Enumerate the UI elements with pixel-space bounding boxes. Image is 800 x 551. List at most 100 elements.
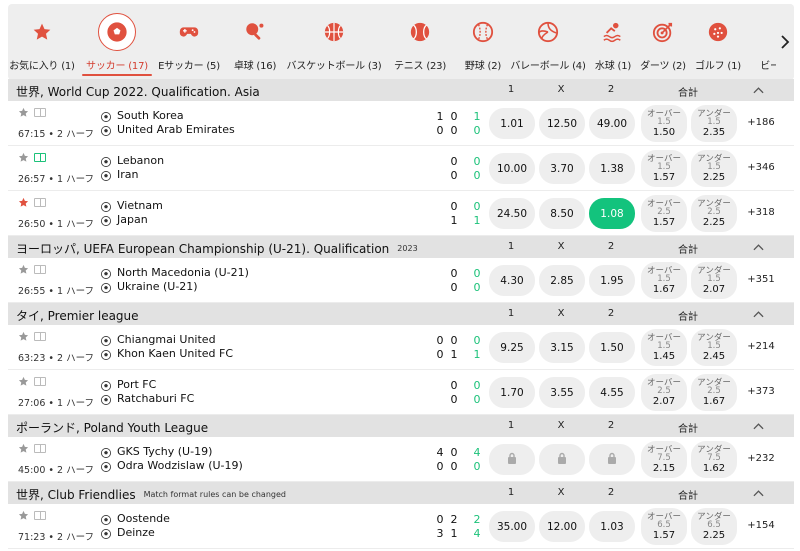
odd-draw-button[interactable]: 2.85 xyxy=(539,265,585,296)
away-team[interactable]: Iran xyxy=(117,168,139,181)
odd-away-button[interactable]: 1.50 xyxy=(589,332,635,363)
over-button[interactable]: オーバー 1.5 1.50 xyxy=(641,105,687,142)
field-icon[interactable] xyxy=(34,444,46,453)
match-row[interactable]: 26:50 • 1 ハーフ Vietnam Japan 0 0 1 1 24.50 8.50 1.… xyxy=(8,191,794,236)
odd-away-button[interactable]: 1.08 xyxy=(589,198,635,229)
match-row[interactable]: 63:23 • 2 ハーフ Chiangmai United Khon Kaen U… xyxy=(8,325,794,370)
more-markets-button[interactable]: +214 xyxy=(747,341,775,352)
sport-tab-gamepad[interactable]: Eサッカー (5) xyxy=(155,4,223,80)
favorite-star-icon[interactable] xyxy=(18,152,29,163)
over-button[interactable]: オーバー 2.5 2.07 xyxy=(641,374,687,411)
sport-tab-tennis-ball[interactable]: テニス (23) xyxy=(383,4,457,80)
sport-tab-more[interactable]: ビー xyxy=(750,4,790,80)
home-team[interactable]: GKS Tychy (U-19) xyxy=(117,445,213,458)
away-team[interactable]: United Arab Emirates xyxy=(117,123,235,136)
field-icon[interactable] xyxy=(34,153,46,162)
match-row[interactable]: 71:23 • 2 ハーフ Oostende Deinze 0 2 2 3 1 4 35.00 12… xyxy=(8,504,794,549)
match-row[interactable]: 26:57 • 1 ハーフ Lebanon Iran 0 0 0 0 10.00 3.70 1.3… xyxy=(8,146,794,191)
field-icon[interactable] xyxy=(34,108,46,117)
under-button[interactable]: アンダー 7.5 1.62 xyxy=(691,441,737,478)
odd-draw-button[interactable]: 8.50 xyxy=(539,198,585,229)
under-button[interactable]: アンダー 2.5 1.67 xyxy=(691,374,737,411)
odd-draw-button[interactable]: 12.00 xyxy=(539,511,585,542)
over-button[interactable]: オーバー 1.5 1.57 xyxy=(641,150,687,187)
league-name[interactable]: ヨーロッパ, UEFA European Championship (U-21)… xyxy=(16,242,418,256)
sport-tab-star[interactable]: お気に入り (1) xyxy=(8,4,76,80)
odd-draw-button[interactable]: 3.15 xyxy=(539,332,585,363)
favorite-star-icon[interactable] xyxy=(18,376,29,387)
field-icon[interactable] xyxy=(34,377,46,386)
match-row[interactable]: 45:00 • 2 ハーフ GKS Tychy (U-19) Odra Wodzis… xyxy=(8,437,794,482)
over-button[interactable]: オーバー 1.5 1.45 xyxy=(641,329,687,366)
odd-home-button[interactable]: 1.70 xyxy=(489,377,535,408)
odd-home-button[interactable]: 35.00 xyxy=(489,511,535,542)
odd-draw-button[interactable]: 12.50 xyxy=(539,108,585,139)
sport-tab-table-tennis[interactable]: 卓球 (16) xyxy=(223,4,287,80)
odd-home-button[interactable]: 1.01 xyxy=(489,108,535,139)
league-name[interactable]: ポーランド, Poland Youth League xyxy=(16,421,209,435)
home-team[interactable]: Lebanon xyxy=(117,154,165,167)
field-icon[interactable] xyxy=(34,265,46,274)
odd-home-button[interactable]: 24.50 xyxy=(489,198,535,229)
odd-home-button[interactable]: 10.00 xyxy=(489,153,535,184)
favorite-star-icon[interactable] xyxy=(18,197,29,208)
odd-away-button[interactable]: 4.55 xyxy=(589,377,635,408)
chevron-right-icon[interactable] xyxy=(776,4,794,80)
match-row[interactable]: 26:55 • 1 ハーフ North Macedonia (U-21) Ukrai… xyxy=(8,258,794,303)
more-markets-button[interactable]: +186 xyxy=(747,117,775,128)
under-button[interactable]: アンダー 2.5 2.25 xyxy=(691,195,737,232)
favorite-star-icon[interactable] xyxy=(18,107,29,118)
over-button[interactable]: オーバー 7.5 2.15 xyxy=(641,441,687,478)
more-markets-button[interactable]: +232 xyxy=(747,453,775,464)
favorite-star-icon[interactable] xyxy=(18,331,29,342)
sport-tab-basketball[interactable]: バスケットボール (3) xyxy=(286,4,382,80)
field-icon[interactable] xyxy=(34,511,46,520)
odd-home-button[interactable]: 4.30 xyxy=(489,265,535,296)
more-markets-button[interactable]: +318 xyxy=(747,207,775,218)
away-team[interactable]: Khon Kaen United FC xyxy=(117,347,234,360)
odd-draw-button[interactable]: 3.70 xyxy=(539,153,585,184)
chevron-up-icon[interactable] xyxy=(753,242,764,253)
home-team[interactable]: Port FC xyxy=(117,378,157,391)
chevron-up-icon[interactable] xyxy=(753,85,764,96)
odd-away-button[interactable]: 1.95 xyxy=(589,265,635,296)
over-button[interactable]: オーバー 2.5 1.57 xyxy=(641,195,687,232)
under-button[interactable]: アンダー 1.5 2.35 xyxy=(691,105,737,142)
league-name[interactable]: 世界, Club Friendlies Match format rules ca… xyxy=(16,488,286,502)
field-icon[interactable] xyxy=(34,332,46,341)
over-button[interactable]: オーバー 6.5 1.57 xyxy=(641,508,687,545)
more-markets-button[interactable]: +346 xyxy=(747,162,775,173)
home-team[interactable]: North Macedonia (U-21) xyxy=(117,266,249,279)
under-button[interactable]: アンダー 1.5 2.07 xyxy=(691,262,737,299)
sport-tab-soccer-ball[interactable]: サッカー (17) xyxy=(78,4,156,80)
away-team[interactable]: Ratchaburi FC xyxy=(117,392,195,405)
league-name[interactable]: タイ, Premier league xyxy=(16,309,139,323)
league-name[interactable]: 世界, World Cup 2022. Qualification. Asia xyxy=(16,85,260,99)
home-team[interactable]: Chiangmai United xyxy=(117,333,216,346)
match-row[interactable]: 27:06 • 1 ハーフ Port FC Ratchaburi FC 0 0 0 0 1.7… xyxy=(8,370,794,415)
away-team[interactable]: Odra Wodzislaw (U-19) xyxy=(117,459,243,472)
favorite-star-icon[interactable] xyxy=(18,510,29,521)
home-team[interactable]: Oostende xyxy=(117,512,170,525)
home-team[interactable]: Vietnam xyxy=(117,199,163,212)
odd-away-button[interactable]: 49.00 xyxy=(589,108,635,139)
more-markets-button[interactable]: +373 xyxy=(747,386,775,397)
odd-away-button[interactable]: 1.38 xyxy=(589,153,635,184)
away-team[interactable]: Deinze xyxy=(117,526,155,539)
sport-tab-water-polo[interactable]: 水球 (1) xyxy=(588,4,638,80)
odd-home-button[interactable]: 9.25 xyxy=(489,332,535,363)
under-button[interactable]: アンダー 6.5 2.25 xyxy=(691,508,737,545)
chevron-up-icon[interactable] xyxy=(753,488,764,499)
sport-tab-golf[interactable]: ゴルフ (1) xyxy=(688,4,748,80)
odd-draw-button[interactable]: 3.55 xyxy=(539,377,585,408)
favorite-star-icon[interactable] xyxy=(18,264,29,275)
chevron-up-icon[interactable] xyxy=(753,421,764,432)
odd-away-button[interactable]: 1.03 xyxy=(589,511,635,542)
home-team[interactable]: South Korea xyxy=(117,109,184,122)
field-icon[interactable] xyxy=(34,198,46,207)
over-button[interactable]: オーバー 1.5 1.67 xyxy=(641,262,687,299)
under-button[interactable]: アンダー 1.5 2.45 xyxy=(691,329,737,366)
away-team[interactable]: Ukraine (U-21) xyxy=(117,280,198,293)
sport-tab-volleyball[interactable]: バレーボール (4) xyxy=(508,4,588,80)
chevron-up-icon[interactable] xyxy=(753,309,764,320)
